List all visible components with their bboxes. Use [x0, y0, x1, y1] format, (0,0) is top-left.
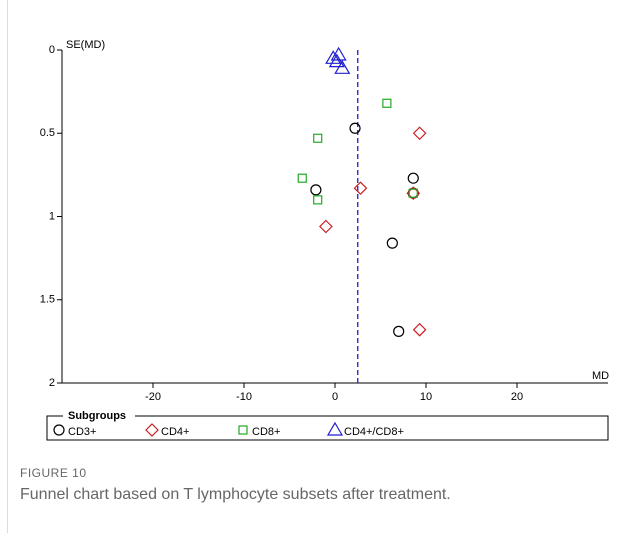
x-axis-label: MD — [592, 370, 609, 382]
data-point — [313, 195, 323, 205]
legend-marker — [326, 421, 344, 436]
data-point — [330, 46, 347, 61]
y-tick-label: 1.5 — [40, 294, 55, 306]
legend-label: CD4+ — [161, 426, 189, 438]
data-point — [328, 53, 345, 68]
data-point — [353, 181, 368, 196]
data-point — [319, 219, 333, 234]
legend-marker — [53, 424, 65, 436]
data-point — [310, 184, 322, 196]
caption: Funnel chart based on T lymphocyte subse… — [20, 486, 451, 503]
data-point — [325, 50, 342, 64]
y-tick-label: 0.5 — [40, 127, 55, 139]
y-axis-label: SE(MD) — [66, 39, 105, 51]
x-tick-label: 10 — [420, 391, 432, 403]
legend-label: CD8+ — [252, 426, 280, 438]
data-point — [386, 237, 398, 249]
legend-label: CD3+ — [68, 426, 96, 438]
data-point — [297, 173, 307, 183]
data-point — [407, 172, 419, 184]
legend-box — [46, 415, 609, 441]
data-point — [408, 188, 418, 198]
chart: SE(MD) MD Subgroups 0 0.5 1 1.5 2 -20 -10 0 10 20… — [40, 39, 609, 441]
legend-label: CD4+/CD8+ — [344, 426, 404, 438]
data-point — [412, 322, 427, 337]
legend-marker — [145, 423, 159, 437]
y-tick-label: 0 — [49, 44, 55, 56]
x-tick-label: 0 — [332, 391, 338, 403]
y-tick-label: 2 — [49, 377, 55, 389]
data-point — [382, 98, 392, 108]
legend-title-bg — [63, 410, 135, 422]
data-point — [313, 133, 323, 143]
x-tick-label: -20 — [145, 391, 161, 403]
legend-marker — [238, 425, 248, 435]
legend-title: Subgroups — [68, 410, 126, 422]
data-point — [407, 187, 419, 199]
data-point — [412, 126, 427, 141]
y-tick-label: 1 — [49, 210, 55, 222]
frame-line — [7, 0, 8, 533]
data-point — [393, 325, 405, 337]
figure-label: FIGURE 10 — [20, 466, 87, 480]
data-point — [334, 60, 351, 74]
x-tick-label: 20 — [511, 391, 523, 403]
x-tick-label: -10 — [236, 391, 252, 403]
data-point — [349, 122, 361, 134]
